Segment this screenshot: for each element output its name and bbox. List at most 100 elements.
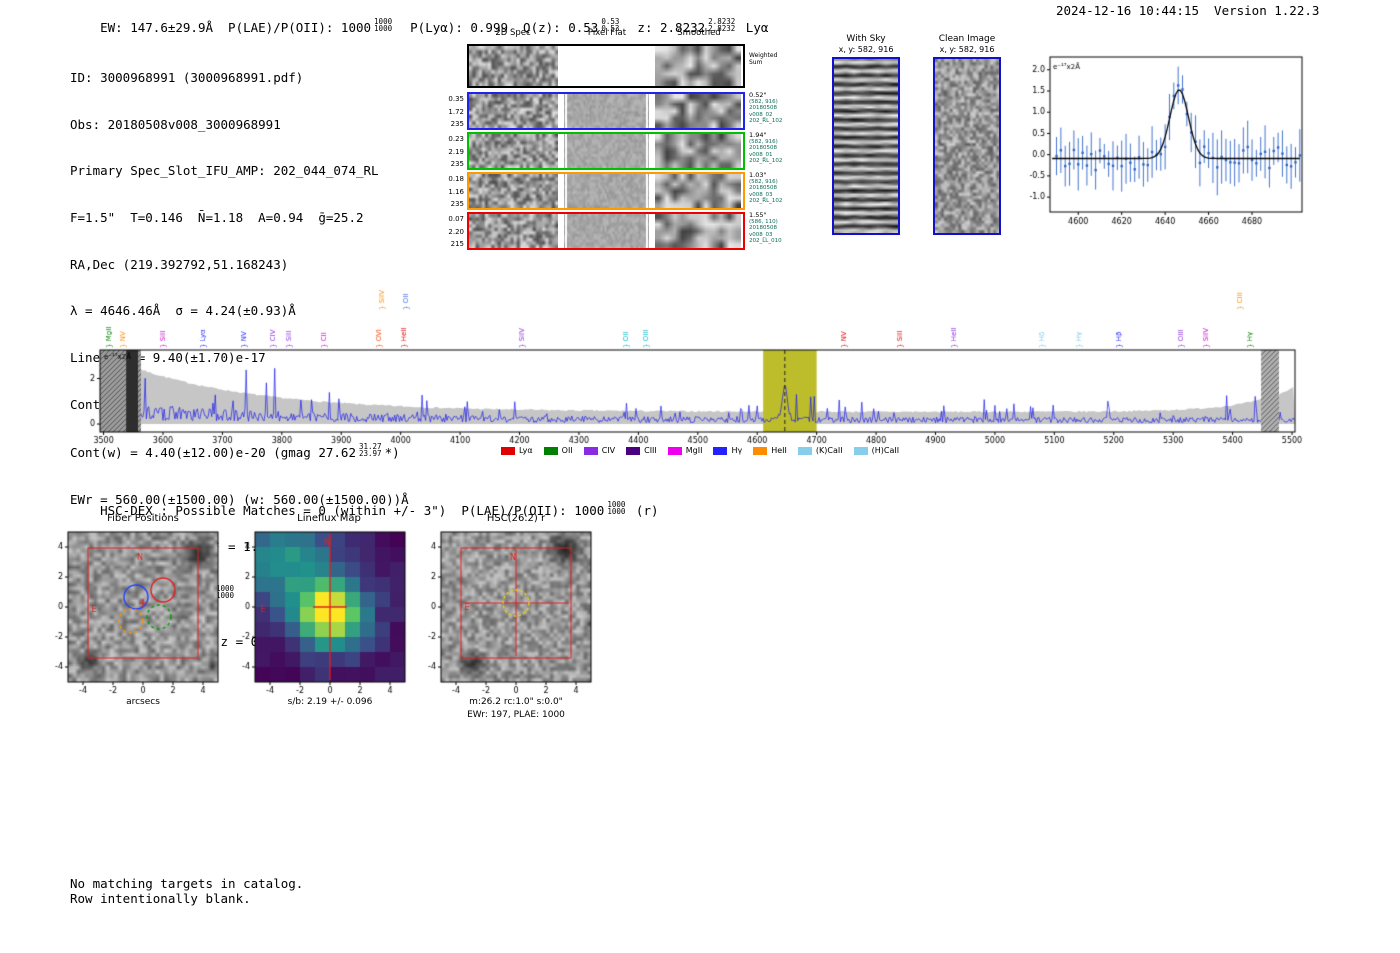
legend-label: HeII	[771, 446, 787, 455]
hsc-cutout-title: HSC(26.2) r	[486, 513, 546, 524]
lineflux-map-title: Lineflux Map	[297, 513, 361, 524]
spec2d-spec-image	[469, 134, 558, 168]
legend-label: (K)CaII	[815, 446, 843, 455]
hsc-image-panel	[403, 524, 603, 699]
spec2d-spec-image	[469, 214, 558, 248]
spec2d-smooth-image	[655, 46, 741, 86]
withsky-title: With Sky	[846, 34, 886, 44]
spec2d-gap	[558, 46, 564, 86]
legend-item: CIV	[583, 446, 616, 455]
legend-label: CIV	[601, 446, 616, 455]
legend-swatch	[753, 446, 768, 455]
note-line-1: No matching targets in catalog.	[70, 876, 304, 891]
spectrum-legend: Lyα OII CIV CIII MgII Hγ HeII (K)CaII (H)CaII	[60, 446, 1340, 455]
spec2d-flat-image	[564, 134, 649, 168]
lineflux-map-panel	[217, 524, 417, 699]
withsky-image	[834, 59, 898, 233]
legend-item: (K)CaII	[797, 446, 843, 455]
clean-image	[935, 59, 999, 233]
spec2d-row-stats: 0.23 2.19 235	[448, 135, 464, 169]
legend-item: (H)CaII	[853, 446, 900, 455]
withsky-coords: x, y: 582, 916	[838, 45, 894, 54]
clean-title: Clean Image	[938, 34, 996, 44]
spec2d-smooth-image	[655, 174, 741, 208]
catalog-match-line: HSC-DEX : Possible Matches = 0 (within +…	[100, 500, 659, 518]
fiber-positions-panel	[30, 524, 230, 699]
spec2d-row-fiber-info: 1.55" (586, 110) 20180508 v008_03 202_LL_010	[749, 211, 782, 245]
legend-label: (H)CaII	[871, 446, 900, 455]
legend-swatch	[797, 446, 812, 455]
legend-label: OII	[561, 446, 573, 455]
weighted-sum-label: Weighted Sum	[749, 52, 778, 66]
spec2d-spec-image	[469, 94, 558, 128]
spec2d-smooth-image	[655, 134, 741, 168]
spec2d-gap	[649, 46, 655, 86]
obs-id: Obs: 20180508v008_3000968991	[70, 116, 281, 132]
spec2d-fiber-row	[467, 212, 745, 250]
spec2d-spec-image	[469, 46, 558, 86]
z-value: z: 2.8232	[622, 20, 706, 35]
legend-label: Lyα	[518, 446, 533, 455]
col-header-pixelflat: Pixel Flat	[587, 28, 627, 38]
line-id: Lyα	[738, 20, 769, 35]
legend-label: CIII	[644, 446, 657, 455]
legend-item: Lyα	[500, 446, 533, 455]
spec2d-gap	[558, 94, 564, 128]
qz-range: 0.53 0.53	[601, 17, 620, 33]
fiber-caption: arcsecs	[126, 697, 160, 707]
spec2d-gap	[649, 214, 655, 248]
spec2d-flat-image	[564, 214, 649, 248]
spec2d-gap	[558, 214, 564, 248]
legend-swatch	[667, 446, 682, 455]
seeing-stats: F=1.5" T=0.146 N̄=1.18 A=0.94 ḡ=25.2	[70, 210, 364, 226]
spec2d-flat-image	[564, 174, 649, 208]
col-header-smoothed: Smoothed	[677, 28, 721, 38]
legend-swatch	[853, 446, 868, 455]
spec2d-flat-image	[564, 94, 649, 128]
legend-label: MgII	[685, 446, 703, 455]
hsc-plae-range: 1000 1000	[607, 500, 626, 516]
hsc-caption-1: m:26.2 rc:1.0" s:0.0"	[469, 697, 563, 707]
legend-swatch	[543, 446, 558, 455]
plya-qz-value: P(Lyα): 0.999 Q(z): 0.53	[395, 20, 599, 35]
legend-swatch	[500, 446, 515, 455]
legend-item: MgII	[667, 446, 703, 455]
legend-swatch	[713, 446, 728, 455]
plae-poii-range: 1000 1000	[374, 17, 393, 33]
spec2d-spec-image	[469, 174, 558, 208]
legend-item: CIII	[626, 446, 657, 455]
legend-item: HeII	[753, 446, 787, 455]
timestamp-version: 2024-12-16 10:44:15 Version 1.22.3	[1056, 3, 1320, 18]
spec2d-gap	[558, 174, 564, 208]
spec2d-row-fiber-info: 1.94" (582, 916) 20180508 v008_01 202_RL_102	[749, 131, 783, 165]
withsky-frame	[832, 57, 900, 235]
clean-frame	[933, 57, 1001, 235]
lineflux-caption: s/b: 2.19 +/- 0.096	[287, 697, 373, 707]
ewr: EWr = 560.00(±1500.00) (w: 560.00(±1500.…	[70, 491, 409, 507]
detect-id: ID: 3000968991 (3000968991.pdf)	[70, 70, 304, 86]
spec2d-weighted-row	[467, 44, 745, 88]
spec2d-gap	[558, 134, 564, 168]
legend-item: Hγ	[713, 446, 742, 455]
spec2d-row-stats: 0.18 1.16 235	[448, 175, 464, 209]
emission-line-zoom-plot	[1015, 45, 1315, 230]
spec2d-row-stats: 0.35 1.72 235	[448, 95, 464, 129]
spec2d-row-fiber-info: 1.03" (582, 916) 20180508 v008_03 202_RL_102	[749, 171, 783, 205]
spec2d-cutout-stack: Weighted Sum 0.35 1.72 235 0.52" (582, 916) 201…	[443, 44, 803, 256]
hsc-caption-2: EWr: 197, PLAE: 1000	[467, 710, 565, 720]
spec2d-row-fiber-info: 0.52" (582, 916) 20180508 v008_02 202_RL_102	[749, 91, 783, 125]
spec2d-smooth-image	[655, 94, 741, 128]
legend-label: Hγ	[731, 446, 743, 455]
summary-header: EW: 147.6±29.9Å P(LAE)/P(OII): 1000 1000 1…	[70, 3, 768, 50]
note-line-2: Row intentionally blank.	[70, 891, 251, 906]
spec2d-fiber-row	[467, 172, 745, 210]
fiber-positions-title: Fiber Positions	[107, 513, 179, 524]
z-range: 2.8232 2.8232	[708, 17, 736, 33]
plae-poii-value: P(LAE)/P(OII): 1000	[228, 20, 372, 35]
ifu-amp: Primary Spec_Slot_IFU_AMP: 202_044_074_R…	[70, 163, 379, 179]
pixel-flat-blank	[564, 46, 649, 86]
spec2d-gap	[649, 94, 655, 128]
spec2d-row-stats: 0.07 2.20 215	[448, 215, 464, 249]
ew-value: EW: 147.6±29.9Å	[100, 20, 229, 35]
